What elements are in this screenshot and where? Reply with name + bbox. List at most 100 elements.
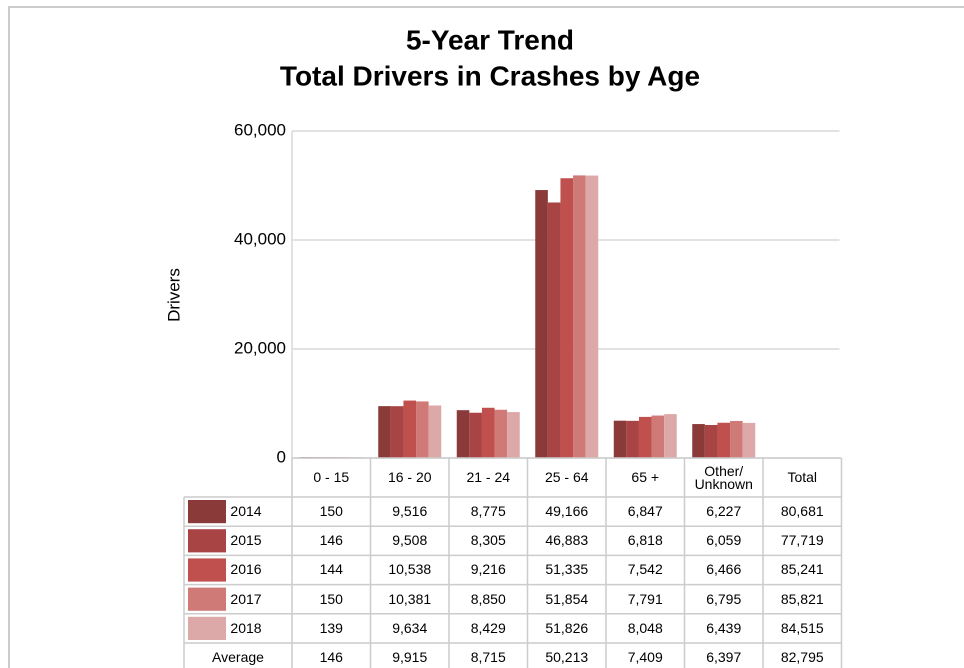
table-total-text: 85,241	[780, 561, 824, 578]
table-value: 7,409	[606, 643, 685, 668]
table-value: 51,826	[528, 614, 607, 643]
bar	[560, 178, 574, 458]
table-value: 8,850	[449, 585, 528, 614]
table-value-text: 6,227	[706, 503, 742, 520]
table-value: 10,538	[371, 555, 450, 584]
legend-swatch	[188, 587, 226, 611]
column-header: Total	[763, 458, 842, 497]
legend-label: 2014	[224, 497, 268, 526]
column-header-text: 65 +	[631, 469, 660, 485]
table-value-text: 9,634	[392, 619, 428, 636]
bar	[507, 412, 520, 458]
column-header-text: Other/ Unknown	[694, 462, 753, 492]
table-value: 46,883	[528, 526, 607, 555]
y-tick-label: 20,000	[234, 338, 286, 357]
bar	[390, 406, 404, 458]
bar	[573, 175, 586, 459]
table-value: 7,791	[606, 585, 685, 614]
bar	[469, 412, 482, 458]
table-value: 6,466	[685, 555, 764, 584]
table-value-text: 10,538	[388, 561, 432, 578]
table-value-text: 51,826	[545, 619, 589, 636]
table-value-text: 8,429	[470, 619, 506, 636]
legend-swatch	[188, 529, 226, 553]
legend-label: 2018	[224, 614, 268, 643]
column-header: 65 +	[606, 458, 685, 497]
legend-swatch	[188, 500, 226, 524]
table-value-text: 8,305	[470, 532, 506, 549]
bar	[416, 401, 429, 458]
chart-title: 5-Year Trend	[406, 24, 574, 55]
legend-swatch	[188, 616, 226, 640]
table-value: 6,847	[606, 497, 685, 526]
table-value-text: 10,381	[388, 590, 432, 607]
table-total-text: 80,681	[780, 503, 824, 520]
table-value-text: 46,883	[545, 532, 589, 549]
table-value-text: 8,048	[627, 619, 663, 636]
legend-label-text: 2015	[230, 532, 262, 549]
table-value: 8,775	[449, 497, 528, 526]
table-value-text: 7,542	[627, 561, 663, 578]
table-value: 9,915	[371, 643, 450, 668]
legend-label-text: 2018	[230, 619, 262, 636]
y-tick-label: 40,000	[234, 229, 286, 248]
y-axis-label: Drivers	[164, 268, 183, 322]
bar	[403, 400, 417, 458]
table-value: 6,397	[685, 643, 764, 668]
bar	[535, 190, 548, 459]
column-header: 16 - 20	[371, 458, 450, 497]
bar	[585, 175, 599, 459]
table-value: 139	[292, 614, 371, 643]
bar	[613, 420, 627, 458]
table-value: 9,516	[371, 497, 450, 526]
bar	[638, 416, 652, 458]
table-value-text: 9,508	[392, 532, 428, 549]
table-value-text: 6,439	[706, 619, 742, 636]
table-value-text: 144	[319, 561, 343, 578]
table-value-text: 6,847	[627, 503, 663, 520]
table-total: 85,241	[763, 555, 842, 584]
table-value: 8,429	[449, 614, 528, 643]
table-total-text: 77,719	[780, 532, 824, 549]
table-value: 9,216	[449, 555, 528, 584]
table-value: 150	[292, 585, 371, 614]
table-value: 9,508	[371, 526, 450, 555]
table-value-text: 150	[319, 590, 343, 607]
table-total: 77,719	[763, 526, 842, 555]
legend-label: 2015	[224, 526, 268, 555]
table-value: 150	[292, 497, 371, 526]
column-header: 0 - 15	[292, 458, 371, 497]
bar	[717, 422, 731, 458]
table-value-text: 8,775	[470, 503, 506, 520]
table-value: 6,439	[685, 614, 764, 643]
legend-label: 2017	[224, 585, 268, 614]
column-header: Other/ Unknown	[685, 458, 764, 497]
table-value: 8,048	[606, 614, 685, 643]
y-tick-label: 60,000	[234, 120, 286, 139]
column-header-text: 0 - 15	[313, 469, 350, 485]
table-total: 80,681	[763, 497, 842, 526]
bar	[692, 424, 705, 458]
bar	[742, 422, 756, 458]
column-header-text: 21 - 24	[466, 469, 511, 485]
column-header-text: 16 - 20	[387, 469, 432, 485]
table-value: 6,059	[685, 526, 764, 555]
bar	[494, 409, 508, 458]
bar	[456, 410, 470, 458]
average-label-text: Average	[212, 649, 264, 666]
table-value: 7,542	[606, 555, 685, 584]
table-value-text: 50,213	[545, 649, 589, 666]
table-value-text: 6,059	[706, 532, 742, 549]
table-value: 50,213	[528, 643, 607, 668]
table-value: 6,795	[685, 585, 764, 614]
table-value-text: 7,409	[627, 649, 663, 666]
column-header: 25 - 64	[528, 458, 607, 497]
table-value-text: 51,335	[545, 561, 589, 578]
table-value-text: 7,791	[627, 590, 663, 607]
table-total-text: 82,795	[780, 649, 824, 666]
bar	[378, 406, 391, 458]
table-value-text: 146	[319, 532, 343, 549]
table-value-text: 9,216	[470, 561, 506, 578]
